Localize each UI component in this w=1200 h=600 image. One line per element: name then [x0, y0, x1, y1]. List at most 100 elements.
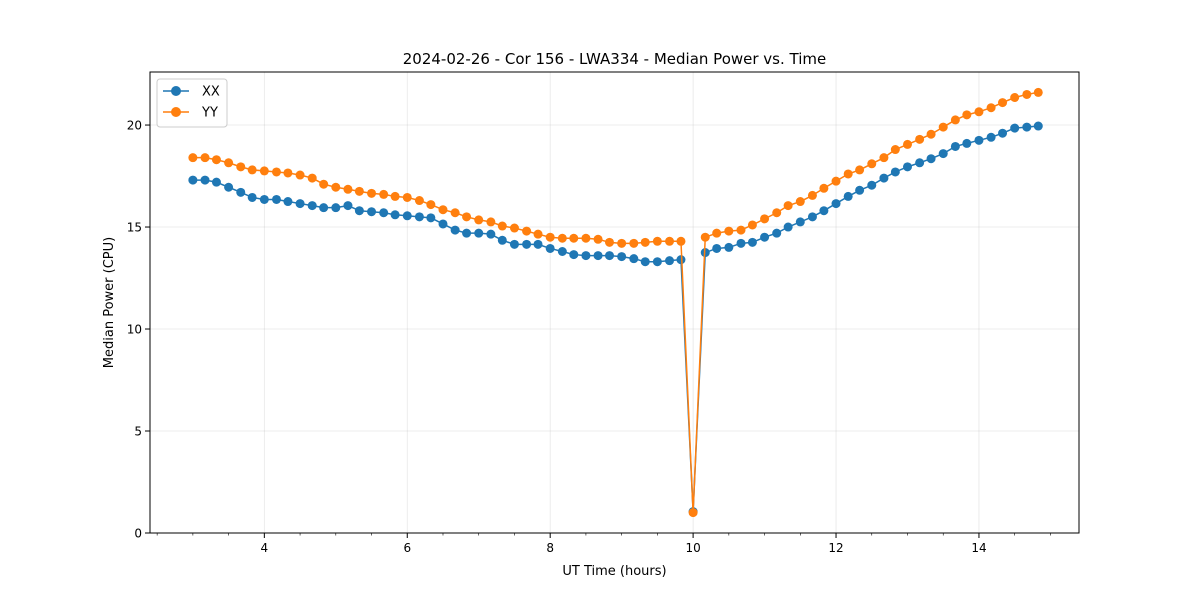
- data-point-xx: [569, 250, 579, 260]
- data-point-yy: [617, 238, 627, 248]
- data-point-yy: [1022, 89, 1032, 99]
- data-point-xx: [200, 175, 210, 185]
- data-point-yy: [319, 179, 329, 189]
- data-point-yy: [331, 182, 341, 192]
- data-point-yy: [772, 208, 782, 218]
- data-point-xx: [974, 135, 984, 145]
- data-point-xx: [271, 194, 281, 204]
- data-point-xx: [760, 232, 770, 242]
- data-point-xx: [236, 187, 246, 197]
- grid: [150, 72, 1079, 534]
- data-point-xx: [390, 210, 400, 220]
- data-point-xx: [486, 229, 496, 239]
- y-tick-label: 0: [134, 527, 142, 541]
- data-point-xx: [843, 191, 853, 201]
- axes: 4 6 8 10 12 14 0 5 10 15 20: [127, 119, 1051, 555]
- data-point-yy: [926, 129, 936, 139]
- data-point-xx: [807, 212, 817, 222]
- y-tick-label: 15: [127, 221, 142, 235]
- data-point-xx: [450, 225, 460, 235]
- data-point-xx: [915, 158, 925, 168]
- data-point-yy: [593, 234, 603, 244]
- data-point-xx: [224, 182, 234, 192]
- data-point-yy: [402, 192, 412, 202]
- data-point-yy: [688, 508, 698, 518]
- data-point-yy: [974, 107, 984, 117]
- data-point-xx: [319, 203, 329, 213]
- data-point-yy: [509, 223, 519, 233]
- data-point-xx: [509, 239, 519, 249]
- data-point-yy: [795, 197, 805, 207]
- x-tick-label: 6: [403, 541, 411, 555]
- data-point-yy: [831, 176, 841, 186]
- data-point-yy: [712, 228, 722, 238]
- data-point-xx: [593, 251, 603, 261]
- data-point-yy: [188, 153, 198, 163]
- data-point-yy: [283, 168, 293, 178]
- data-point-xx: [438, 219, 448, 229]
- data-point-yy: [343, 184, 353, 194]
- data-point-yy: [676, 236, 686, 246]
- data-point-yy: [890, 145, 900, 155]
- data-point-xx: [283, 197, 293, 207]
- data-point-xx: [902, 162, 912, 172]
- data-point-xx: [712, 243, 722, 253]
- data-point-yy: [295, 170, 305, 180]
- data-point-xx: [307, 201, 317, 211]
- data-point-xx: [652, 257, 662, 267]
- data-point-xx: [1033, 121, 1043, 131]
- data-point-xx: [259, 194, 269, 204]
- data-point-yy: [986, 103, 996, 113]
- data-point-yy: [736, 225, 746, 235]
- data-point-yy: [962, 110, 972, 120]
- plot-frame: [149, 71, 1080, 534]
- y-tick-label: 20: [127, 119, 142, 133]
- legend: XX YY: [156, 78, 228, 128]
- data-point-xx: [354, 206, 364, 216]
- data-point-xx: [736, 238, 746, 248]
- data-point-yy: [581, 233, 591, 243]
- data-point-yy: [259, 166, 269, 176]
- data-point-xx: [414, 212, 424, 222]
- data-point-xx: [533, 239, 543, 249]
- data-point-yy: [486, 217, 496, 227]
- legend-marker-yy: [171, 107, 181, 117]
- data-point-yy: [438, 205, 448, 215]
- data-point-yy: [652, 236, 662, 246]
- x-tick-label: 8: [546, 541, 554, 555]
- chart-title: 2024-02-26 - Cor 156 - LWA334 - Median P…: [403, 50, 827, 68]
- data-point-yy: [867, 159, 877, 169]
- data-point-yy: [747, 220, 757, 230]
- data-point-yy: [354, 186, 364, 196]
- data-point-xx: [497, 235, 507, 245]
- data-point-xx: [926, 154, 936, 164]
- data-point-yy: [1033, 87, 1043, 97]
- x-tick-label: 12: [828, 541, 843, 555]
- data-point-yy: [462, 212, 472, 222]
- data-point-yy: [474, 215, 484, 225]
- data-point-xx: [343, 201, 353, 211]
- data-point-xx: [462, 228, 472, 238]
- data-point-xx: [640, 257, 650, 267]
- data-point-yy: [426, 200, 436, 210]
- data-point-xx: [795, 217, 805, 227]
- data-point-yy: [998, 98, 1008, 108]
- data-point-yy: [211, 155, 221, 165]
- data-point-yy: [247, 165, 257, 175]
- data-point-xx: [474, 228, 484, 238]
- data-point-xx: [581, 251, 591, 261]
- data-point-yy: [367, 188, 377, 198]
- data-point-xx: [986, 132, 996, 142]
- data-point-yy: [915, 134, 925, 144]
- series-line-yy: [192, 91, 1039, 514]
- data-point-yy: [390, 191, 400, 201]
- x-tick-label: 10: [685, 541, 700, 555]
- data-point-yy: [414, 196, 424, 206]
- data-point-xx: [962, 138, 972, 148]
- data-point-xx: [867, 180, 877, 190]
- data-point-yy: [200, 153, 210, 163]
- data-point-xx: [402, 211, 412, 221]
- data-point-xx: [379, 208, 389, 218]
- y-axis-label: Median Power (CPU): [102, 237, 117, 368]
- data-point-xx: [831, 199, 841, 209]
